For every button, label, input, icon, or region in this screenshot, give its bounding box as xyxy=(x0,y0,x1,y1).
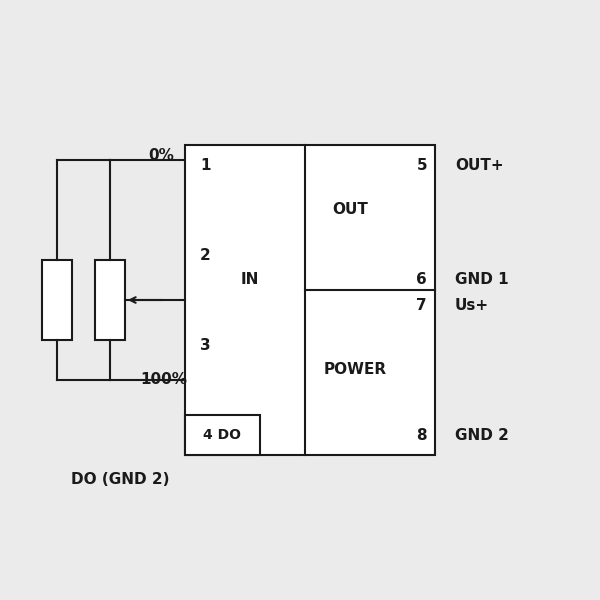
Text: 6: 6 xyxy=(416,272,427,287)
Text: OUT: OUT xyxy=(332,202,368,217)
Text: 0%: 0% xyxy=(148,148,174,163)
Text: POWER: POWER xyxy=(323,362,386,377)
Text: 5: 5 xyxy=(416,157,427,173)
Text: Us+: Us+ xyxy=(455,298,489,313)
Bar xyxy=(185,145,435,455)
Text: OUT+: OUT+ xyxy=(455,157,503,173)
Text: 8: 8 xyxy=(416,427,427,443)
Text: GND 1: GND 1 xyxy=(455,272,509,287)
Text: IN: IN xyxy=(241,272,259,287)
Bar xyxy=(95,260,125,340)
Bar xyxy=(185,415,260,455)
Text: 3: 3 xyxy=(200,337,211,352)
Text: 7: 7 xyxy=(416,298,427,313)
Bar xyxy=(42,260,72,340)
Text: DO (GND 2): DO (GND 2) xyxy=(71,473,169,487)
Text: 100%: 100% xyxy=(140,373,187,388)
Text: 2: 2 xyxy=(200,247,211,263)
Text: 4 DO: 4 DO xyxy=(203,428,241,442)
Text: 1: 1 xyxy=(200,157,211,173)
Text: GND 2: GND 2 xyxy=(455,427,509,443)
